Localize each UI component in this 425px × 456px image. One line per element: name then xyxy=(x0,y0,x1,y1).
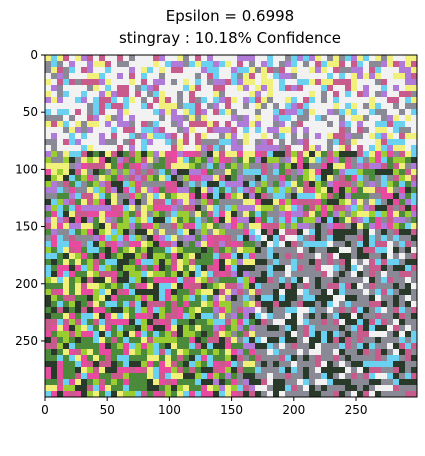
x-tick-label: 100 xyxy=(158,403,181,417)
y-tick-label: 200 xyxy=(15,277,38,291)
x-tick-label: 250 xyxy=(345,403,368,417)
x-tick-label: 150 xyxy=(220,403,243,417)
y-tick-label: 250 xyxy=(15,334,38,348)
figure-title-epsilon: Epsilon = 0.6998 xyxy=(165,7,295,25)
y-tick-label: 150 xyxy=(15,220,38,234)
x-tick-label: 50 xyxy=(100,403,115,417)
x-axis: 0 50 100 150 200 250 xyxy=(41,397,367,417)
x-tick-label: 0 xyxy=(41,403,49,417)
x-tick-label: 200 xyxy=(282,403,305,417)
axes-frame xyxy=(44,54,418,398)
figure-title-prediction: stingray : 10.18% Confidence xyxy=(118,29,342,47)
y-axis: 0 50 100 150 200 250 xyxy=(15,48,45,348)
y-tick-label: 50 xyxy=(23,105,38,119)
noisy-elephant-image xyxy=(45,55,417,397)
y-tick-label: 0 xyxy=(30,48,38,62)
y-tick-label: 100 xyxy=(15,162,38,176)
